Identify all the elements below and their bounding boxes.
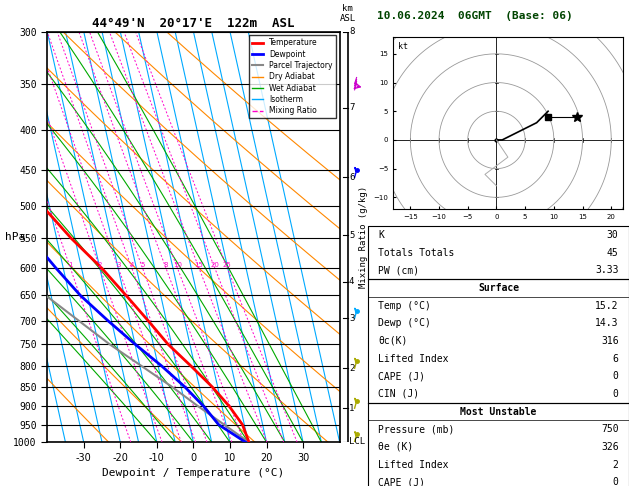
Text: 5: 5	[349, 231, 354, 240]
Text: 4: 4	[130, 262, 134, 268]
Text: 4: 4	[349, 278, 354, 286]
Text: 25: 25	[223, 262, 231, 268]
Text: 14.3: 14.3	[595, 318, 618, 328]
Text: 3: 3	[349, 313, 354, 323]
Text: 0: 0	[613, 371, 618, 382]
Text: Dewp (°C): Dewp (°C)	[379, 318, 431, 328]
Text: 10: 10	[173, 262, 182, 268]
Text: θe (K): θe (K)	[379, 442, 414, 452]
Text: km
ASL: km ASL	[340, 4, 355, 23]
Text: 8: 8	[349, 27, 354, 36]
Text: 1: 1	[68, 262, 72, 268]
Text: CAPE (J): CAPE (J)	[379, 477, 425, 486]
Text: 3: 3	[116, 262, 121, 268]
Text: Temp (°C): Temp (°C)	[379, 300, 431, 311]
Text: θc(K): θc(K)	[379, 336, 408, 346]
Text: 20: 20	[210, 262, 219, 268]
Text: 316: 316	[601, 336, 618, 346]
Text: 8: 8	[164, 262, 168, 268]
Text: hPa: hPa	[5, 232, 25, 242]
Text: kt: kt	[398, 42, 408, 51]
Text: 2: 2	[97, 262, 102, 268]
Text: Lifted Index: Lifted Index	[379, 354, 449, 364]
Text: 3.33: 3.33	[595, 265, 618, 275]
Title: 44°49'N  20°17'E  122m  ASL: 44°49'N 20°17'E 122m ASL	[92, 17, 294, 31]
Text: Totals Totals: Totals Totals	[379, 247, 455, 258]
Text: PW (cm): PW (cm)	[379, 265, 420, 275]
Text: 0: 0	[613, 477, 618, 486]
Text: 750: 750	[601, 424, 618, 434]
Text: 45: 45	[607, 247, 618, 258]
Text: 2: 2	[613, 460, 618, 469]
Text: CIN (J): CIN (J)	[379, 389, 420, 399]
Text: Pressure (mb): Pressure (mb)	[379, 424, 455, 434]
Text: 30: 30	[607, 230, 618, 240]
Legend: Temperature, Dewpoint, Parcel Trajectory, Dry Adiabat, Wet Adiabat, Isotherm, Mi: Temperature, Dewpoint, Parcel Trajectory…	[248, 35, 336, 118]
Text: 326: 326	[601, 442, 618, 452]
Text: CAPE (J): CAPE (J)	[379, 371, 425, 382]
Text: K: K	[379, 230, 384, 240]
Text: LCL: LCL	[349, 437, 365, 446]
Text: 2: 2	[349, 364, 354, 373]
Text: 1: 1	[349, 404, 354, 413]
Text: 15: 15	[194, 262, 203, 268]
Text: 0: 0	[613, 389, 618, 399]
Text: 6: 6	[613, 354, 618, 364]
Text: Lifted Index: Lifted Index	[379, 460, 449, 469]
Text: Mixing Ratio (g/kg): Mixing Ratio (g/kg)	[359, 186, 367, 288]
Text: 6: 6	[349, 173, 354, 182]
Text: 5: 5	[140, 262, 145, 268]
Text: 10.06.2024  06GMT  (Base: 06): 10.06.2024 06GMT (Base: 06)	[377, 11, 573, 21]
Text: Most Unstable: Most Unstable	[460, 407, 537, 417]
Text: 7: 7	[349, 103, 354, 112]
Text: Surface: Surface	[478, 283, 519, 293]
Text: 15.2: 15.2	[595, 300, 618, 311]
X-axis label: Dewpoint / Temperature (°C): Dewpoint / Temperature (°C)	[103, 468, 284, 478]
